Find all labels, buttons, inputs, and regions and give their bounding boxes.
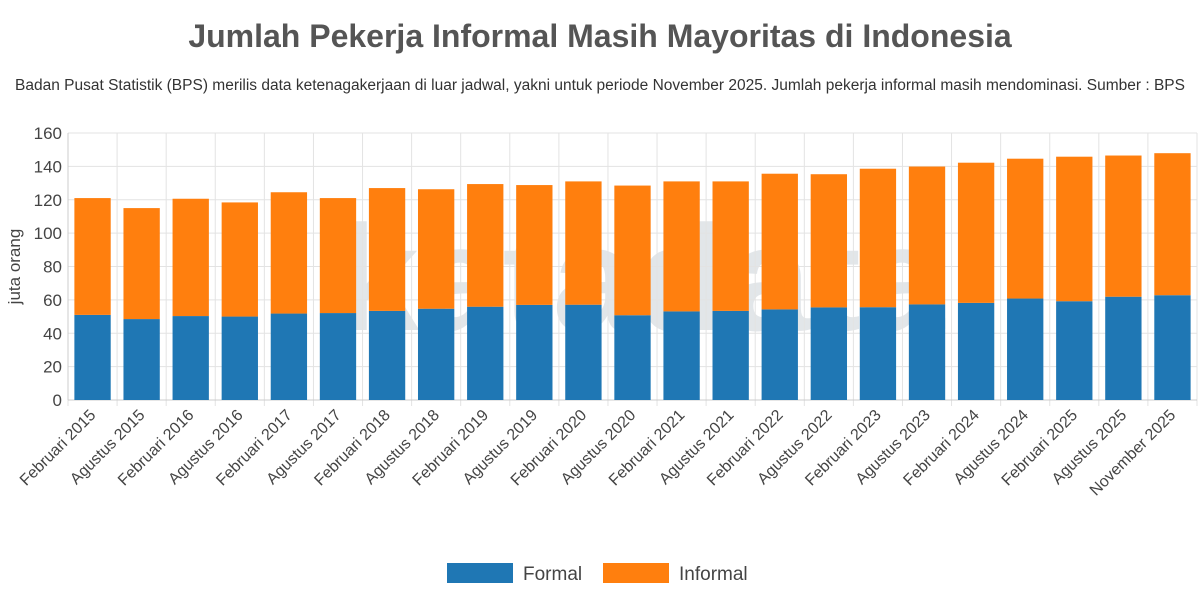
bar-informal: [74, 198, 111, 315]
bar-informal: [172, 198, 209, 317]
bar-formal: [908, 304, 946, 400]
bar-informal: [319, 198, 357, 314]
bar-formal: [270, 313, 308, 400]
bar-informal: [1056, 156, 1093, 302]
y-tick-label: 80: [43, 258, 62, 277]
bar-informal: [565, 181, 602, 305]
bar-informal: [957, 162, 995, 303]
legend-label-formal: Formal: [523, 564, 582, 585]
x-tick-label: November 2025: [1087, 407, 1180, 500]
bar-informal: [810, 174, 848, 308]
bar-formal: [221, 316, 258, 400]
chart-subtitle: Badan Pusat Statistik (BPS) merilis data…: [15, 77, 1185, 94]
bar-informal: [859, 168, 897, 308]
bar-informal: [663, 181, 700, 312]
bar-informal: [221, 202, 258, 317]
bar-formal: [1154, 295, 1191, 400]
bar-formal: [614, 315, 651, 400]
y-tick-label: 120: [34, 191, 62, 210]
bar-formal: [319, 313, 357, 400]
bar-formal: [565, 304, 602, 400]
bar-informal: [123, 208, 160, 320]
bar-informal: [1007, 158, 1044, 299]
bar-formal: [368, 310, 406, 400]
bar-formal: [712, 310, 749, 400]
bar-informal: [467, 184, 504, 307]
bar-formal: [74, 314, 111, 400]
bar-formal: [123, 319, 160, 400]
bar-informal: [516, 185, 553, 305]
bar-formal: [1105, 296, 1142, 400]
bar-formal: [761, 309, 798, 400]
legend-label-informal: Informal: [679, 564, 748, 585]
bar-informal: [270, 192, 308, 314]
y-tick-label: 40: [43, 324, 62, 343]
bar-informal: [712, 181, 749, 311]
y-tick-label: 160: [34, 124, 62, 143]
bar-formal: [1007, 298, 1044, 400]
y-tick-label: 140: [34, 157, 62, 176]
bar-formal: [1056, 301, 1093, 400]
y-axis-label: juta orang: [5, 229, 24, 306]
y-tick-label: 60: [43, 291, 62, 310]
y-tick-label: 20: [43, 358, 62, 377]
y-tick-label: 0: [53, 391, 62, 410]
bar-informal: [908, 166, 946, 305]
legend-swatch-informal: [603, 563, 669, 583]
bar-informal: [1105, 155, 1142, 297]
bar-formal: [172, 316, 209, 400]
bar-informal: [368, 188, 406, 311]
bar-informal: [1154, 153, 1191, 296]
bar-formal: [810, 307, 848, 400]
bar-informal: [417, 189, 455, 309]
bar-formal: [663, 311, 700, 400]
bar-informal: [614, 185, 651, 316]
bar-informal: [761, 173, 798, 310]
y-tick-label: 100: [34, 224, 62, 243]
bar-formal: [859, 307, 897, 400]
bar-formal: [957, 302, 995, 400]
bar-formal: [467, 306, 504, 400]
legend-swatch-formal: [447, 563, 513, 583]
chart-title: Jumlah Pekerja Informal Masih Mayoritas …: [188, 18, 1012, 54]
bar-formal: [417, 308, 455, 400]
bar-formal: [516, 304, 553, 400]
